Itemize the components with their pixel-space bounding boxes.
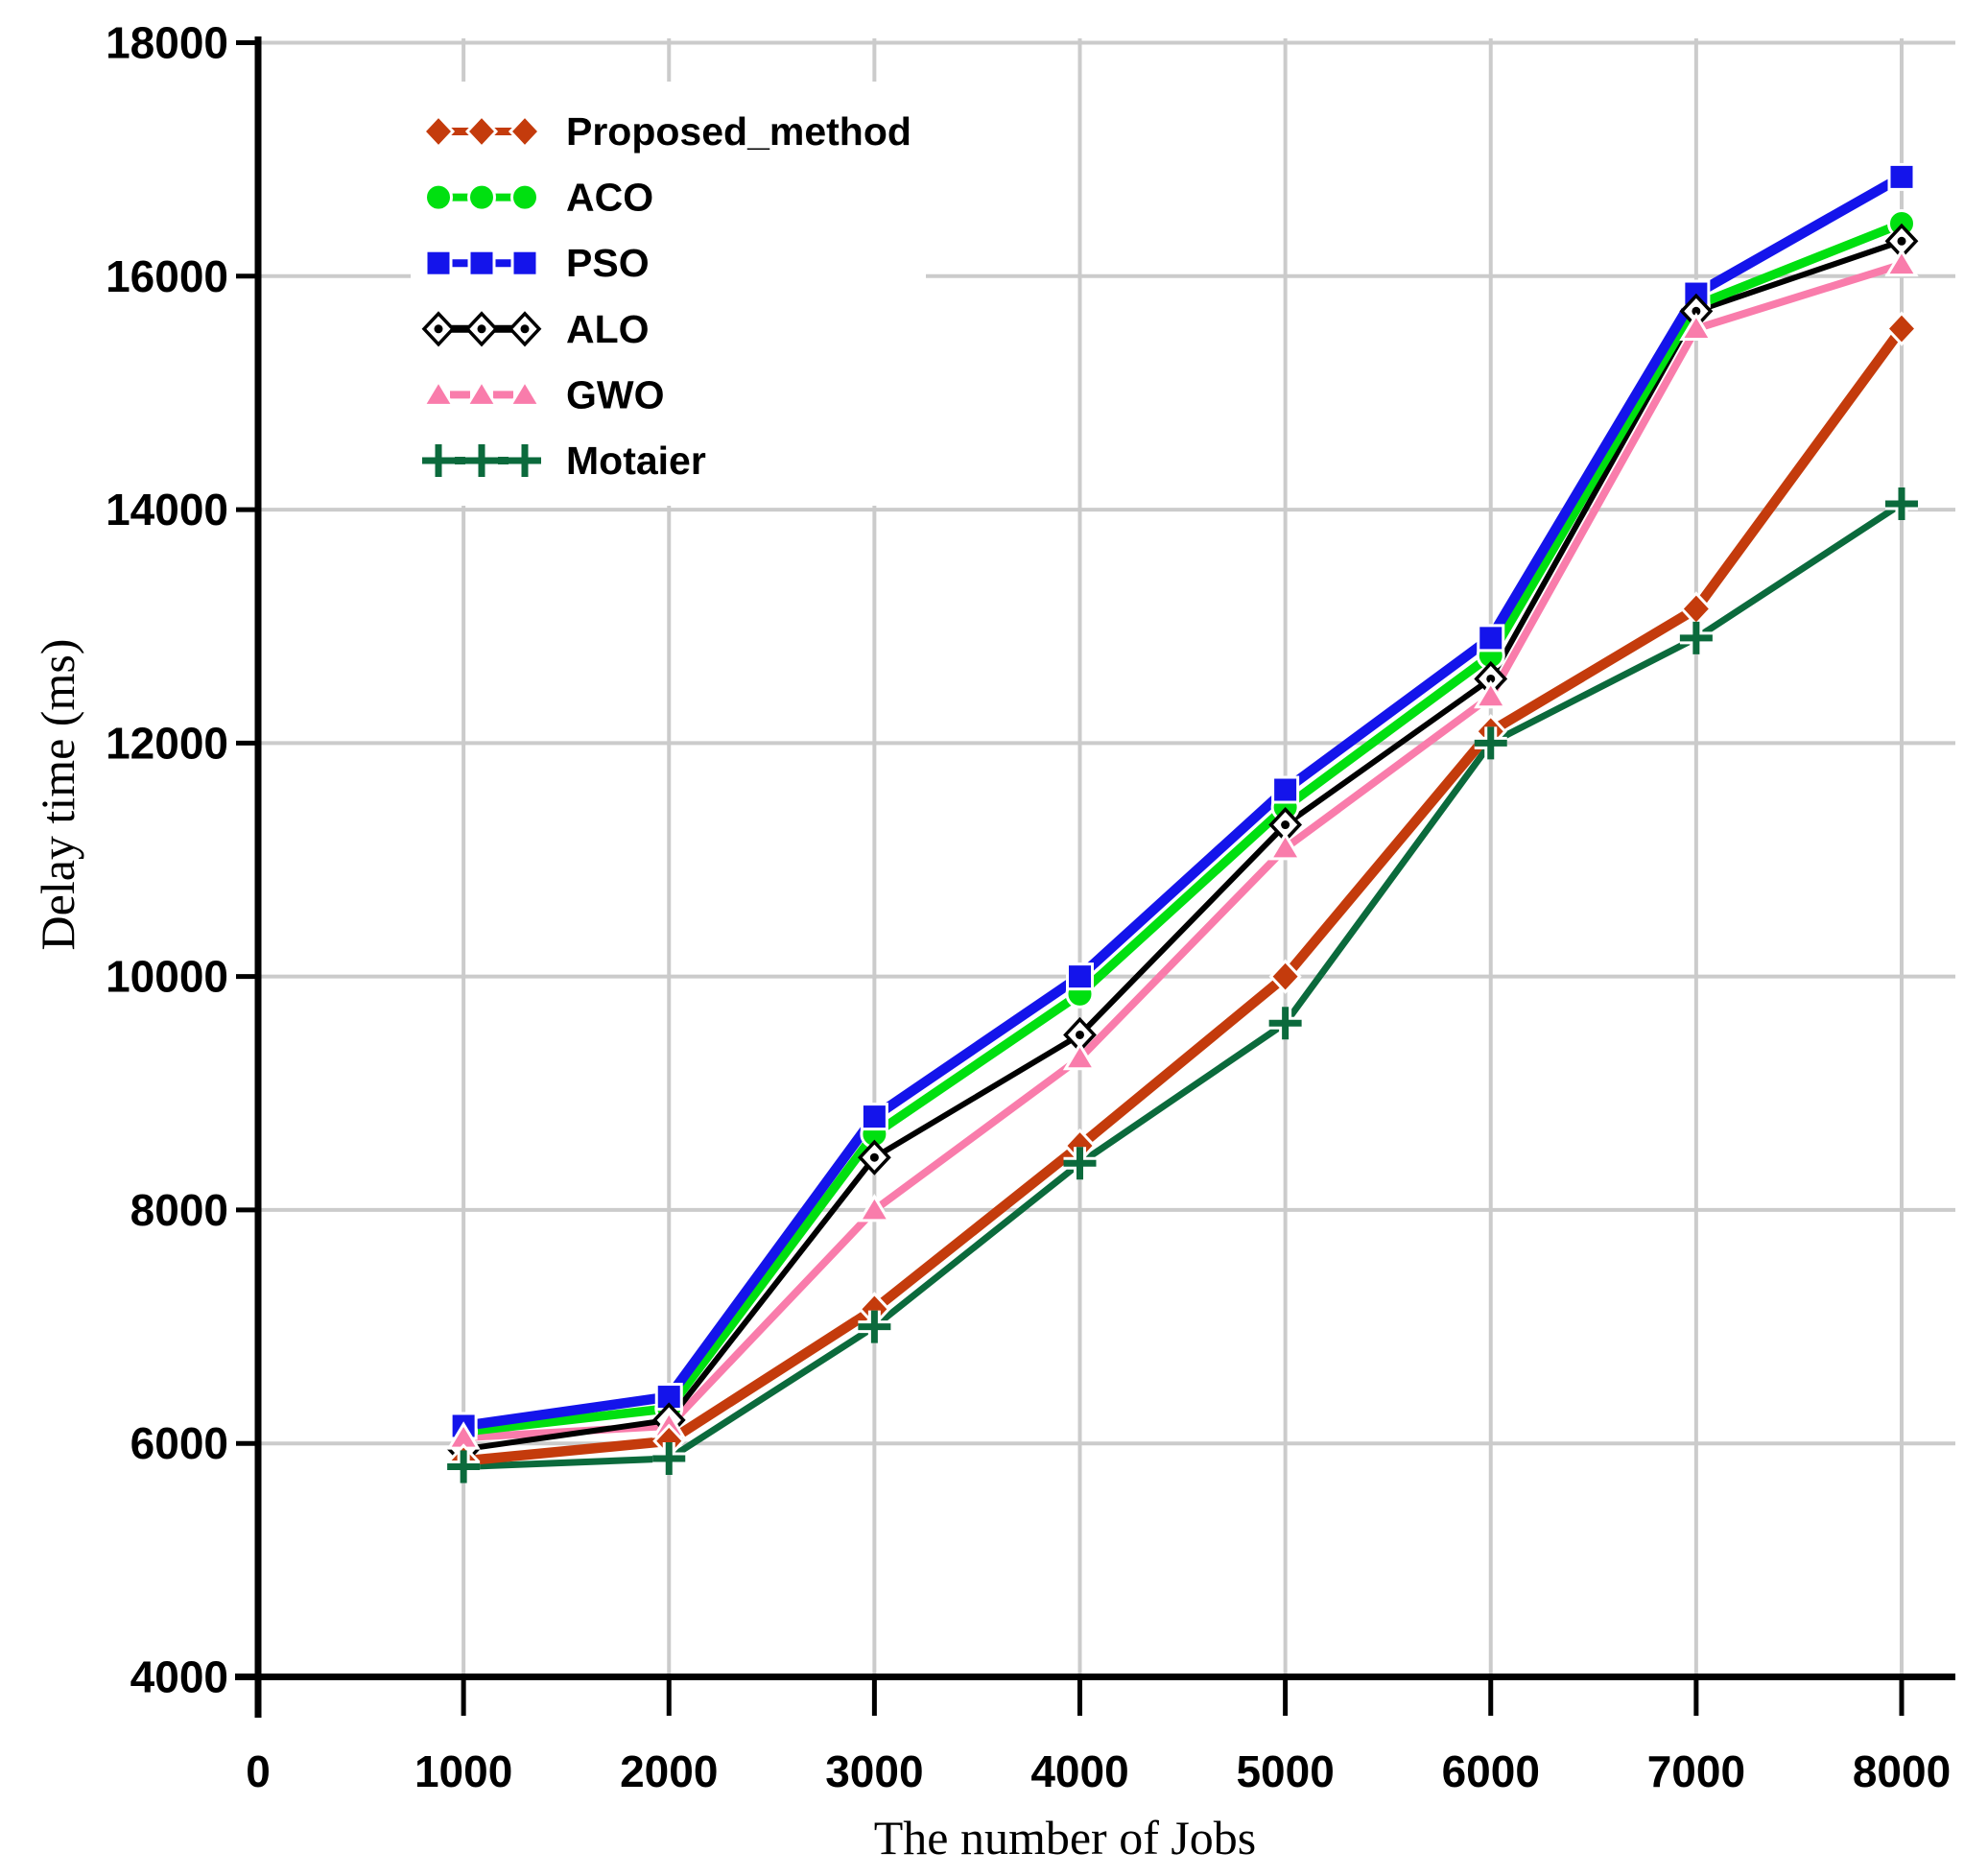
marker-pso-8000 [1887, 162, 1916, 191]
series-markers [446, 162, 1919, 1484]
legend-marker-gwo [464, 378, 499, 407]
legend-marker-proposed-method [508, 113, 542, 150]
legend-item-alo: ALO [421, 307, 650, 351]
legend-item-proposed-method: Proposed_method [421, 109, 911, 154]
x-tick-label-6000: 6000 [1442, 1746, 1540, 1796]
marker-gwo-3000 [857, 1194, 892, 1223]
marker-motaier-2000 [652, 1442, 686, 1476]
legend-item-aco: ACO [424, 176, 653, 220]
y-tick-label-12000: 12000 [106, 718, 228, 768]
legend-marker-alo [421, 311, 456, 347]
marker-gwo-8000 [1884, 248, 1919, 277]
series-line-pso [462, 172, 1905, 1432]
marker-motaier-3000 [858, 1310, 891, 1343]
legend-marker-proposed-method [421, 113, 456, 150]
legend-label-motaier: Motaier [566, 439, 706, 483]
legend-label-alo: ALO [566, 307, 650, 351]
legend-marker-motaier [422, 444, 455, 477]
legend-marker-motaier [509, 444, 541, 477]
legend-label-gwo: GWO [566, 372, 664, 416]
series-line-proposed-method [462, 325, 1906, 1466]
y-tick-label-8000: 8000 [130, 1185, 228, 1235]
legend-background [411, 82, 926, 506]
x-tick-label-4000: 4000 [1030, 1746, 1128, 1796]
marker-pso-5000 [1271, 775, 1300, 804]
y-tick-label-18000: 18000 [106, 18, 228, 68]
axes [235, 36, 1955, 1718]
marker-motaier-4000 [1063, 1147, 1097, 1180]
legend-marker-proposed-method [464, 113, 499, 150]
marker-motaier-8000 [1885, 487, 1918, 520]
legend-label-proposed-method: Proposed_method [566, 109, 911, 154]
tick-labels: 0 1000 2000 3000 4000 5000 6000 7000 8000 4000 600… [106, 18, 1951, 1797]
marker-gwo-5000 [1267, 831, 1303, 861]
y-tick-label-14000: 14000 [106, 485, 228, 534]
marker-motaier-5000 [1268, 1007, 1302, 1040]
series-lines [462, 172, 1906, 1471]
legend-label-pso: PSO [566, 241, 650, 285]
x-tick-label-5000: 5000 [1236, 1746, 1334, 1796]
legend-label-aco: ACO [566, 176, 653, 220]
legend-item-gwo: GWO [421, 372, 664, 416]
legend-marker-alo [508, 311, 542, 347]
marker-pso-6000 [1477, 624, 1505, 653]
marker-motaier-7000 [1679, 621, 1713, 654]
series-line-aco [462, 219, 1904, 1437]
legend-marker-pso [424, 249, 453, 277]
x-tick-label-7000: 7000 [1647, 1746, 1745, 1796]
marker-pso-3000 [860, 1103, 888, 1131]
series-line-motaier [462, 501, 1904, 1471]
legend-marker-aco [467, 182, 496, 212]
legend-marker-gwo [421, 378, 456, 407]
legend-marker-aco [424, 182, 453, 212]
legend: Proposed_method ACO PSO ALO GWO Motaier [421, 109, 911, 483]
marker-proposed-method-5000 [1268, 959, 1302, 994]
marker-motaier-1000 [447, 1450, 481, 1484]
x-tick-label-3000: 3000 [825, 1746, 923, 1796]
y-tick-label-16000: 16000 [106, 251, 228, 301]
marker-pso-4000 [1066, 962, 1094, 991]
legend-item-motaier: Motaier [422, 439, 706, 483]
y-tick-label-4000: 4000 [130, 1652, 228, 1702]
legend-marker-aco [510, 182, 539, 212]
y-axis-title: Delay time (ms) [31, 638, 84, 951]
y-tick-label-10000: 10000 [106, 952, 228, 1002]
x-tick-label-2000: 2000 [620, 1746, 718, 1796]
x-tick-label-8000: 8000 [1853, 1746, 1951, 1796]
legend-marker-motaier [465, 444, 498, 477]
legend-marker-alo [464, 311, 499, 347]
x-tick-label-1000: 1000 [414, 1746, 512, 1796]
marker-gwo-4000 [1062, 1041, 1098, 1071]
marker-alo-3000 [857, 1139, 891, 1175]
marker-gwo-6000 [1474, 679, 1508, 709]
legend-item-pso: PSO [424, 241, 650, 285]
x-axis-title: The number of Jobs [873, 1811, 1257, 1864]
marker-proposed-method-8000 [1884, 311, 1919, 346]
marker-motaier-6000 [1474, 726, 1507, 760]
y-tick-label-6000: 6000 [130, 1418, 228, 1468]
legend-marker-gwo [508, 378, 542, 407]
legend-marker-pso [510, 249, 539, 277]
marker-gwo-7000 [1679, 312, 1714, 342]
legend-marker-pso [467, 249, 496, 277]
x-tick-label-0: 0 [246, 1746, 271, 1796]
series-line-gwo [462, 260, 1904, 1442]
